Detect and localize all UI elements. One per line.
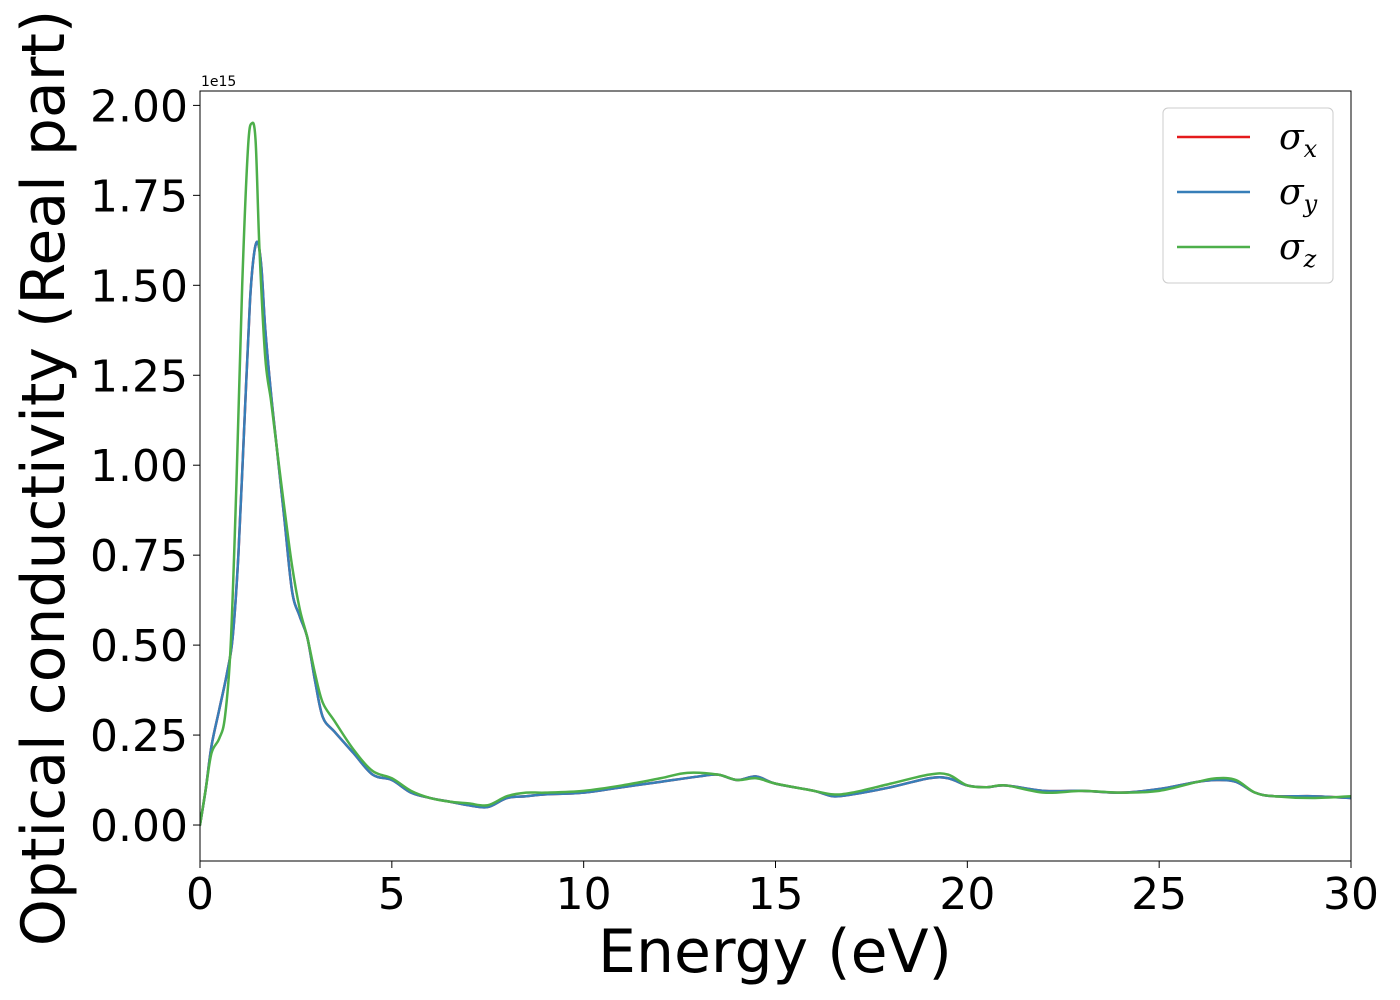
x-axis-title: Energy (eV) <box>598 917 952 987</box>
y-tick-label: 1.25 <box>90 351 188 402</box>
x-tick-label: 15 <box>748 869 804 920</box>
x-tick-label: 5 <box>378 869 406 920</box>
legend-symbol: σ <box>1279 172 1305 213</box>
y-tick-label: 1.75 <box>90 171 188 222</box>
x-tick-label: 25 <box>1131 869 1187 920</box>
y-tick-label: 0.25 <box>90 711 188 762</box>
legend-subscript: z <box>1303 245 1317 273</box>
legend-label-y: σy <box>1279 172 1318 218</box>
y-axis-title: Optical conductivity (Real part) <box>9 10 79 947</box>
x-tick-label: 0 <box>186 869 214 920</box>
y-offset-label: 1e15 <box>201 74 236 90</box>
series-layer <box>200 121 1351 827</box>
legend-subscript: y <box>1303 190 1318 218</box>
x-tick-label: 20 <box>939 869 995 920</box>
y-tick-label: 0.00 <box>90 801 188 852</box>
x-axis: 0 5 10 15 20 25 30 <box>186 861 1379 920</box>
y-tick-label: 0.75 <box>90 531 188 582</box>
x-tick-label: 10 <box>556 869 612 920</box>
y-tick-label: 0.50 <box>90 621 188 672</box>
legend-symbol: σ <box>1279 117 1305 158</box>
y-tick-label: 1.00 <box>90 441 188 492</box>
series-line-x <box>200 240 1351 827</box>
legend-label-z: σz <box>1279 227 1317 273</box>
series-line-z <box>200 121 1351 827</box>
legend-frame <box>1162 107 1334 284</box>
x-tick-label: 30 <box>1323 869 1379 920</box>
legend-subscript: x <box>1304 135 1318 163</box>
series-line-y <box>200 240 1351 827</box>
y-tick-label: 2.00 <box>90 81 188 132</box>
y-tick-label: 1.50 <box>90 261 188 312</box>
y-axis: 0.00 0.25 0.50 0.75 1.00 1.25 1.50 1.75 2.00 <box>90 81 200 852</box>
legend-symbol: σ <box>1279 227 1305 268</box>
legend-label-x: σx <box>1279 117 1318 163</box>
